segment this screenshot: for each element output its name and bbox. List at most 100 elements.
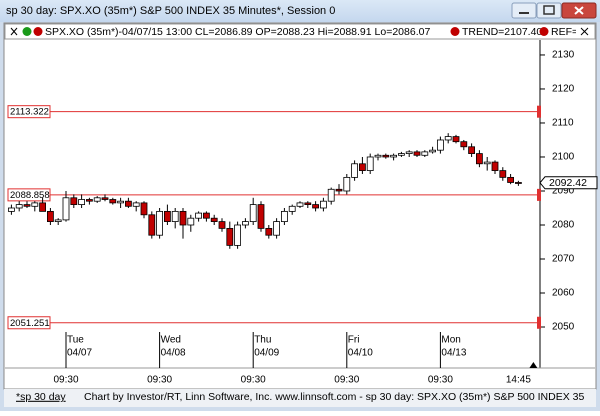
y-tick-label: 2080	[552, 220, 575, 231]
x-day-label: Mon	[441, 335, 460, 346]
candle-body	[421, 151, 429, 156]
candle-body	[125, 200, 132, 207]
x-time-label: 09:30	[147, 375, 172, 386]
candle-body	[343, 176, 351, 192]
candle-body	[15, 204, 23, 209]
minimize-button[interactable]	[511, 2, 537, 19]
candle-body	[366, 156, 374, 171]
candle-body	[273, 221, 281, 236]
candle-body	[351, 163, 359, 178]
footer-text: Chart by Investor/RT, Linn Software, Inc…	[84, 391, 584, 403]
status-dot	[33, 27, 43, 36]
candle-body	[265, 227, 273, 236]
x-time-label: 14:45	[506, 375, 531, 386]
symbol-info: SPX.XO (35m*)-04/07/15 13:00 CL=2086.89 …	[45, 26, 430, 38]
candle-body	[483, 161, 491, 165]
x-time-label: 09:30	[53, 375, 78, 386]
y-tick-label: 2100	[552, 152, 575, 163]
candle-body	[54, 219, 62, 222]
candle-body	[382, 154, 390, 158]
header-row	[4, 23, 596, 40]
candle-body	[312, 204, 320, 209]
candle-body	[475, 153, 483, 165]
x-date-label: 04/10	[348, 348, 373, 359]
candle-body	[241, 221, 249, 226]
x-day-label: Tue	[67, 335, 84, 346]
candle-body	[390, 154, 398, 158]
y-tick-label: 2090	[552, 186, 575, 197]
candle-body	[202, 212, 210, 219]
candle-body	[140, 202, 148, 216]
candle-body	[187, 217, 195, 226]
indicator-dot	[539, 27, 549, 36]
panel-close[interactable]	[10, 27, 18, 36]
x-time-label: 09:30	[241, 375, 266, 386]
y-tick-label: 2050	[552, 322, 575, 333]
y-tick-label: 2110	[552, 118, 574, 129]
candle-body	[280, 210, 288, 222]
candle-body	[7, 207, 15, 212]
x-time-label: 09:30	[428, 375, 453, 386]
candle-body	[39, 202, 46, 212]
candle-body	[148, 214, 156, 236]
level-label: 2088.858	[10, 190, 50, 201]
candle-body	[358, 163, 366, 171]
last-bar-marker	[529, 362, 538, 368]
candle-body	[460, 141, 468, 148]
candle-body	[429, 149, 437, 153]
x-date-label: 04/07	[67, 348, 92, 359]
x-day-label: Fri	[348, 335, 360, 346]
window-title: sp 30 day: SPX.XO (35m*) S&P 500 INDEX 3…	[6, 5, 335, 17]
candle-body	[163, 210, 171, 222]
y-tick-label: 2060	[552, 288, 575, 299]
x-date-label: 04/08	[161, 348, 186, 359]
level-label-box	[7, 316, 51, 330]
level-label: 2113.322	[10, 107, 49, 118]
candle-body	[234, 224, 242, 246]
candle-body	[499, 170, 507, 178]
candle-body	[491, 161, 499, 171]
level-axis-box	[537, 105, 541, 118]
x-time-label: 09:30	[334, 375, 359, 386]
candle-body	[436, 139, 444, 151]
maximize-button[interactable]	[536, 2, 562, 19]
x-date-label: 04/13	[441, 348, 466, 359]
y-tick-label: 2120	[552, 84, 575, 95]
candle-body	[413, 151, 421, 156]
candle-body	[132, 202, 140, 207]
candle-body	[507, 176, 515, 183]
candle-body	[452, 136, 460, 143]
candle-body	[70, 197, 78, 205]
candle-body	[444, 136, 452, 141]
footer-bar	[4, 389, 596, 407]
title-bar	[0, 0, 600, 22]
candle-body	[78, 199, 85, 205]
candle-body	[335, 188, 343, 192]
plot-area: 2050 2060 2070 2080 2090 2100 2110 2120 2130 2113…	[7, 50, 598, 386]
candle-body	[226, 227, 234, 246]
candle-body	[405, 151, 413, 154]
y-tick-label: 2130	[552, 50, 575, 61]
candle-body	[62, 197, 70, 221]
candle-body	[319, 200, 327, 209]
level-label-box	[7, 188, 51, 202]
candle-body	[109, 199, 117, 204]
panel-close[interactable]	[580, 27, 589, 36]
candle-body	[288, 205, 296, 212]
candle-body	[210, 217, 218, 222]
candle-body	[195, 212, 203, 219]
level-label-box	[7, 105, 51, 119]
candle-body	[156, 210, 164, 236]
candle-body	[468, 146, 476, 154]
footer-tab[interactable]: *sp 30 day	[16, 391, 66, 403]
x-day-label: Thu	[254, 335, 271, 346]
candle-body	[218, 221, 226, 229]
indicator-dot	[450, 27, 460, 36]
close-button[interactable]	[561, 2, 597, 19]
candle-body	[23, 204, 31, 207]
candle-body	[327, 188, 335, 202]
x-date-label: 04/09	[254, 348, 279, 359]
y-tick-label: 2070	[552, 254, 575, 265]
candle-body	[257, 204, 265, 229]
